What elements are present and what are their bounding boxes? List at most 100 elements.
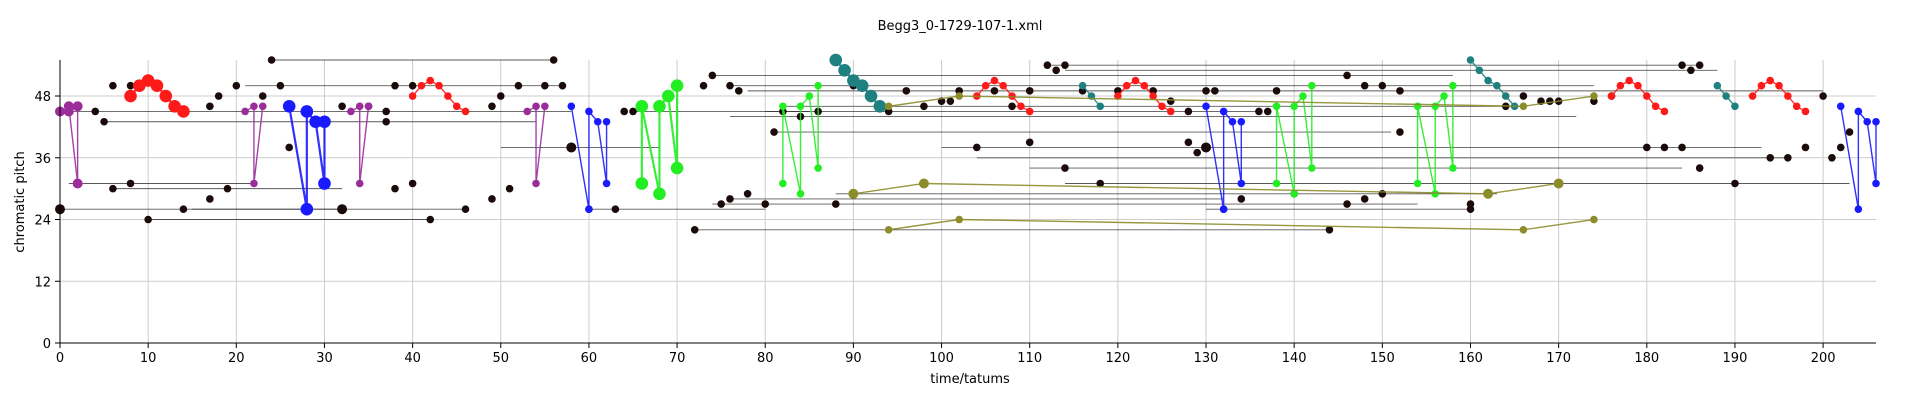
data-point <box>126 179 135 188</box>
data-point <box>426 76 435 85</box>
series-layer <box>55 53 1880 234</box>
data-point <box>461 205 470 214</box>
data-point <box>1272 179 1281 188</box>
data-point <box>708 71 717 80</box>
data-point <box>1634 81 1642 90</box>
data-point <box>488 195 496 203</box>
data-point <box>653 187 666 201</box>
data-point <box>514 81 523 90</box>
data-point <box>391 81 399 90</box>
data-point <box>267 56 276 64</box>
x-tick-label: 30 <box>316 351 333 366</box>
data-point <box>109 184 117 193</box>
data-point <box>461 107 470 116</box>
data-point <box>1061 61 1069 69</box>
data-point <box>1836 143 1845 152</box>
data-point <box>779 102 787 111</box>
data-point <box>1237 195 1246 203</box>
series-line <box>350 105 370 184</box>
data-point <box>761 200 770 208</box>
data-point <box>532 102 540 111</box>
data-point <box>1096 179 1105 188</box>
data-point <box>72 178 83 189</box>
data-point <box>300 105 314 118</box>
x-tick-label: 0 <box>56 351 64 366</box>
data-point <box>999 81 1008 90</box>
data-point <box>206 195 214 203</box>
data-point <box>1660 143 1669 152</box>
data-point <box>1501 92 1510 100</box>
axis-layer: 0 10 20 30 40 50 60 70 80 90 100 110 120 130 140 150 160… <box>34 60 1876 366</box>
data-point <box>1863 117 1871 126</box>
data-point <box>355 102 364 111</box>
y-tick-label: 24 <box>34 214 51 229</box>
data-point <box>1713 81 1722 90</box>
data-point <box>1801 107 1810 116</box>
data-point <box>1854 205 1863 214</box>
data-point <box>1290 189 1298 198</box>
data-point <box>1695 61 1704 69</box>
y-axis-label: chromatic pitch <box>13 151 28 252</box>
data-point <box>1466 56 1475 64</box>
data-point <box>1202 87 1210 95</box>
series-line <box>888 218 1595 231</box>
data-point <box>567 102 576 111</box>
data-point <box>558 81 567 90</box>
data-point <box>1025 107 1034 116</box>
y-tick-label: 36 <box>34 152 51 167</box>
series-line <box>570 106 608 210</box>
data-point <box>1519 92 1528 100</box>
data-point <box>1854 107 1863 116</box>
data-point <box>770 128 778 136</box>
data-point <box>1290 102 1298 111</box>
data-point <box>1096 102 1105 111</box>
data-point <box>831 200 840 208</box>
data-point <box>549 56 558 64</box>
data-point <box>726 81 734 90</box>
data-point <box>620 107 628 116</box>
data-point <box>1052 66 1060 75</box>
data-point <box>585 205 593 214</box>
data-point <box>864 89 878 103</box>
x-tick-label: 180 <box>1634 351 1659 366</box>
data-point <box>796 102 805 111</box>
data-point <box>355 179 364 188</box>
data-point <box>1308 164 1316 172</box>
data-point <box>258 102 267 111</box>
data-point <box>1201 142 1212 153</box>
data-point <box>300 202 314 216</box>
data-point <box>855 79 869 93</box>
data-point <box>1546 97 1554 105</box>
data-point <box>91 107 100 116</box>
series-line <box>288 106 326 210</box>
data-point <box>1149 92 1157 100</box>
data-point <box>391 184 399 193</box>
data-point <box>150 79 164 93</box>
data-point <box>593 117 602 126</box>
data-point <box>955 92 963 100</box>
data-point <box>1360 81 1369 90</box>
y-tick-label: 48 <box>34 90 51 105</box>
data-point <box>532 179 540 188</box>
series-line <box>888 95 1595 108</box>
x-tick-label: 50 <box>493 351 510 366</box>
data-point <box>426 215 435 224</box>
data-point <box>873 100 887 113</box>
x-tick-label: 140 <box>1282 351 1307 366</box>
data-point <box>72 101 83 112</box>
data-point <box>1687 66 1695 75</box>
data-point <box>1642 143 1651 152</box>
data-point <box>829 53 843 67</box>
data-point <box>250 102 258 111</box>
data-point <box>1519 102 1528 111</box>
data-point <box>779 179 787 188</box>
series-line <box>244 105 264 184</box>
data-point <box>1493 81 1501 90</box>
data-point <box>1299 92 1307 100</box>
data-point <box>1237 117 1246 126</box>
data-point <box>1616 81 1625 90</box>
data-point <box>250 179 258 188</box>
data-point <box>1140 81 1149 90</box>
